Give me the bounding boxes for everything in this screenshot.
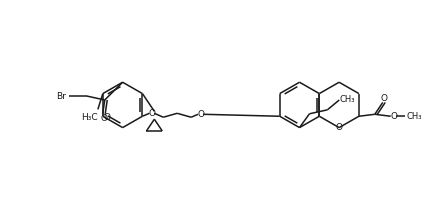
Text: O: O xyxy=(335,123,343,132)
Text: O: O xyxy=(149,109,156,118)
Text: O: O xyxy=(104,113,111,122)
Text: O: O xyxy=(381,94,388,103)
Text: H₃C: H₃C xyxy=(81,113,98,122)
Text: O: O xyxy=(390,112,397,121)
Text: Br: Br xyxy=(56,91,66,101)
Text: O: O xyxy=(100,114,107,123)
Text: O: O xyxy=(198,110,205,119)
Text: CH₃: CH₃ xyxy=(407,112,422,121)
Text: CH₃: CH₃ xyxy=(339,95,355,105)
